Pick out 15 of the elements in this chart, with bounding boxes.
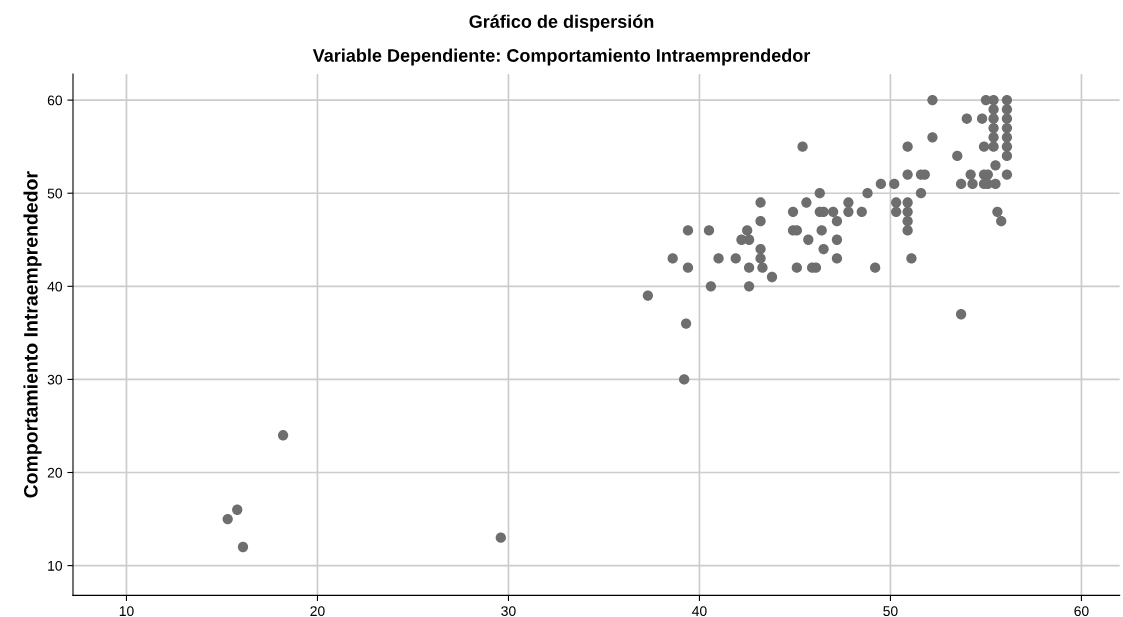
chart-title: Gráfico de dispersión xyxy=(469,14,654,32)
x-tick-label: 30 xyxy=(501,606,516,617)
y-axis-title: Comportamiento Intraemprendedor xyxy=(23,171,42,498)
y-tick-label: 30 xyxy=(47,374,63,385)
y-tick-label: 60 xyxy=(47,95,63,106)
y-tick-label: 50 xyxy=(47,188,63,199)
y-tick-label: 10 xyxy=(48,560,63,571)
chart-subtitle: Variable Dependiente: Comportamiento Intraemprendedor xyxy=(312,48,811,66)
x-tick-label: 50 xyxy=(883,606,898,617)
x-tick-label: 40 xyxy=(692,606,707,617)
y-tick-label: 20 xyxy=(47,467,63,478)
x-tick-label: 60 xyxy=(1074,606,1089,617)
y-tick-label: 40 xyxy=(47,281,63,292)
x-tick-label: 10 xyxy=(119,606,134,617)
x-tick-label: 20 xyxy=(310,606,325,617)
